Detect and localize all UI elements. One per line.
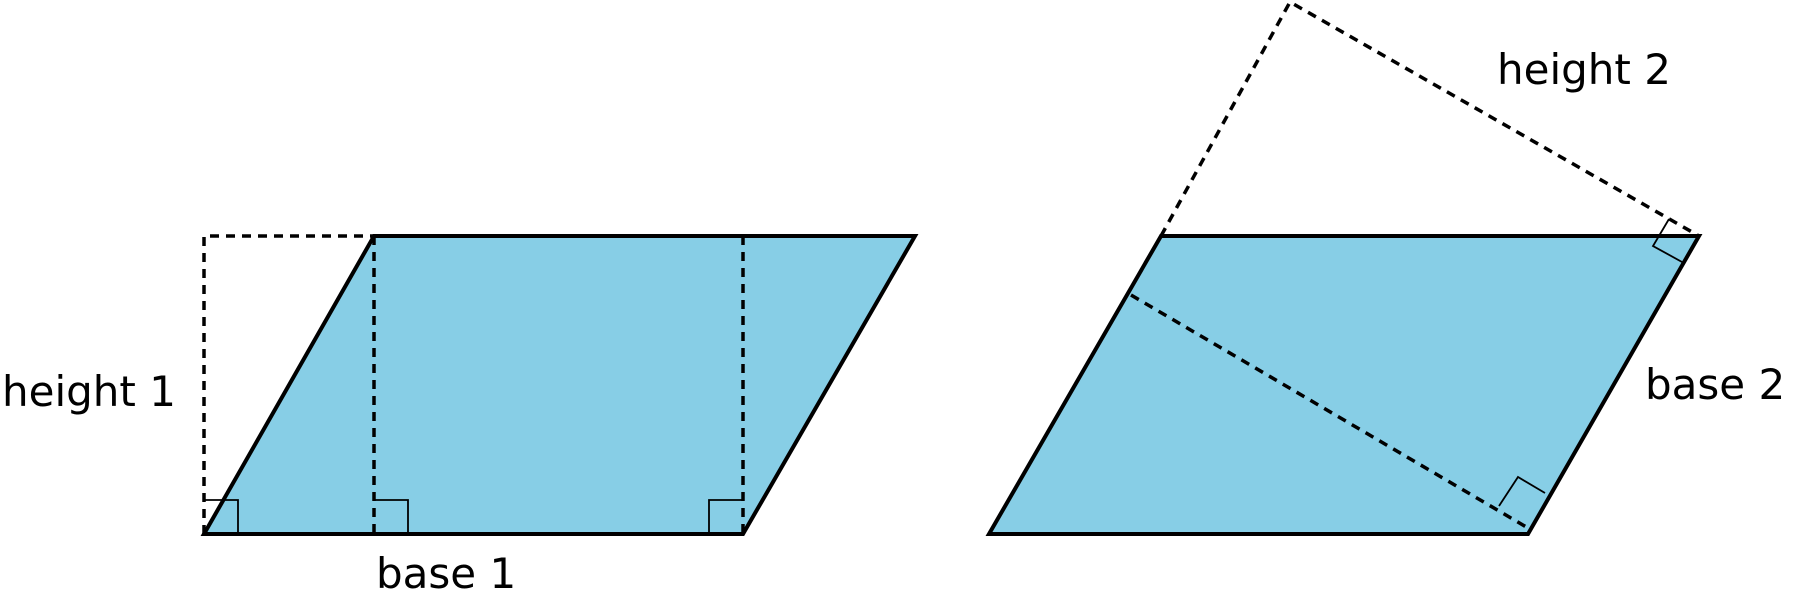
- parallelogram-1-outline: [200, 234, 919, 536]
- parallelogram-2: [989, 236, 1699, 534]
- height-2-dotted-outline: [1159, 0, 1700, 238]
- height-2-label: height 2: [1497, 45, 1671, 94]
- parallelogram-2-outline: [985, 234, 1703, 536]
- base-2-label: base 2: [1645, 360, 1785, 409]
- height-dashed-line-interior: [1130, 293, 1529, 530]
- right-angle-mark: [204, 499, 239, 534]
- height-1-label: height 1: [2, 367, 176, 416]
- right-angle-mark: [374, 499, 409, 534]
- figure-1: height 1 base 1: [2, 234, 919, 598]
- right-angle-mark: [708, 499, 743, 534]
- figure-2: height 2 base 2: [985, 0, 1785, 536]
- right-angle-mark: [1498, 475, 1546, 507]
- base-1-label: base 1: [376, 549, 516, 598]
- parallelogram-1: [204, 236, 915, 534]
- height-1-dotted-outline: [202, 234, 374, 534]
- right-angle-mark: [1651, 218, 1683, 263]
